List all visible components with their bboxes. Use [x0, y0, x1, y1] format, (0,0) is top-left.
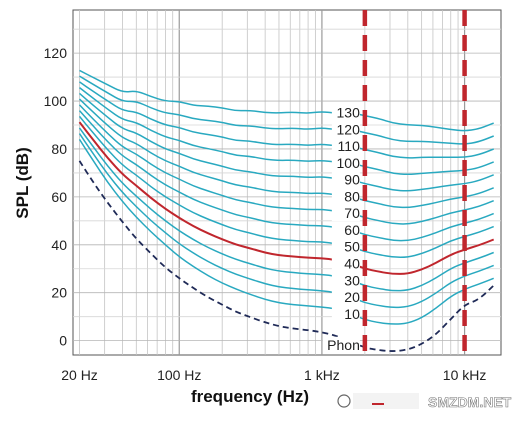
phon-label-bg [331, 305, 360, 322]
watermark: SMZDM.NET [337, 393, 512, 410]
phon-label-bg [331, 154, 360, 171]
phon-label-20: 20 [344, 289, 360, 305]
phon-label-bg [331, 171, 360, 188]
y-tick-label: 0 [59, 333, 67, 349]
phon-label-110: 110 [338, 138, 361, 154]
phon-unit-bg [322, 336, 360, 353]
y-axis-title: SPL (dB) [13, 147, 32, 218]
phon-label-90: 90 [344, 172, 360, 188]
phon-label-bg [331, 188, 360, 205]
phon-unit-label: Phon [327, 337, 360, 353]
phon-curve-90 [79, 92, 494, 192]
phon-curve-40 [78, 121, 495, 275]
phon-curve-100 [79, 87, 494, 176]
y-tick-label: 20 [51, 285, 67, 301]
phon-label-100: 100 [337, 155, 361, 171]
x-axis-title: frequency (Hz) [191, 387, 309, 406]
phon-label-80: 80 [344, 188, 360, 204]
phon-label-120: 120 [337, 121, 361, 137]
phon-label-70: 70 [344, 205, 360, 221]
x-tick-label: 100 Hz [157, 367, 201, 383]
y-tick-label: 80 [51, 141, 67, 157]
phon-curve-20 [78, 133, 494, 309]
phon-label-bg [331, 255, 360, 272]
phon-label-bg [331, 138, 360, 155]
phon-curve-120 [79, 75, 494, 145]
phon-label-bg [331, 104, 360, 121]
phon-label-bg [331, 121, 360, 138]
x-tick-labels: 20 Hz 100 Hz 1 kHz 10 kHz [61, 367, 486, 383]
x-tick-label: 20 Hz [61, 367, 98, 383]
red-dashed-markers [362, 10, 467, 360]
y-tick-label: 40 [51, 237, 67, 253]
phon-curve-50 [78, 115, 494, 259]
phon-label-130: 130 [337, 105, 361, 121]
phon-label-bg [331, 205, 360, 222]
y-tick-label: 60 [51, 189, 67, 205]
phon-label-bg [331, 272, 360, 289]
phon-curve-60 [78, 110, 494, 242]
phon-label-40: 40 [344, 255, 360, 271]
phon-label-bg [331, 238, 360, 255]
grid [73, 10, 501, 355]
phon-label-50: 50 [344, 239, 360, 255]
phon-label-60: 60 [344, 222, 360, 238]
phon-curve-30 [78, 127, 494, 292]
x-tick-label: 10 kHz [443, 367, 487, 383]
x-tick-label: 1 kHz [304, 367, 340, 383]
phon-curve-70 [78, 104, 494, 225]
watermark-text: SMZDM.NET [428, 394, 512, 410]
phon-curve-80 [78, 98, 494, 209]
phon-curve-10 [78, 138, 494, 325]
phon-curve-130 [79, 69, 494, 132]
phon-label-10: 10 [344, 306, 360, 322]
phon-label-30: 30 [344, 272, 360, 288]
loudness-curves [78, 69, 495, 352]
phon-curve-110 [79, 81, 494, 159]
y-tick-labels: 0 20 40 60 80 100 120 [44, 45, 68, 349]
phon-label-bg [331, 221, 360, 238]
y-tick-label: 100 [44, 93, 68, 109]
hearing-threshold-curve [78, 160, 495, 352]
phon-label-bg [331, 289, 360, 306]
y-tick-label: 120 [44, 45, 68, 61]
